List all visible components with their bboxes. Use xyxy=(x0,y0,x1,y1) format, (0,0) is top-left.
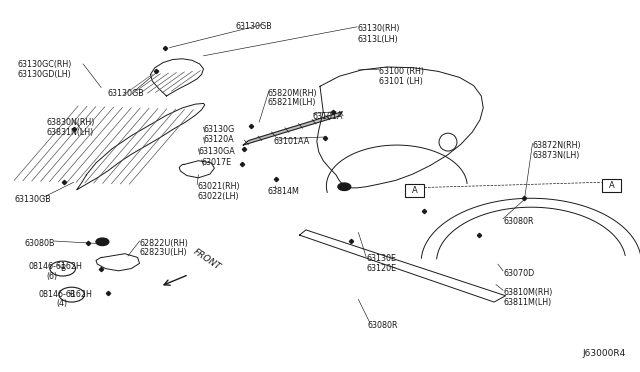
Text: 63080B: 63080B xyxy=(24,239,55,248)
Text: 63830N(RH): 63830N(RH) xyxy=(46,118,95,127)
Text: J63000R4: J63000R4 xyxy=(582,349,626,358)
Polygon shape xyxy=(421,198,640,259)
Text: B: B xyxy=(60,264,65,273)
Polygon shape xyxy=(300,230,506,302)
Text: 65820M(RH): 65820M(RH) xyxy=(268,89,317,97)
Text: 63831N(LH): 63831N(LH) xyxy=(46,128,93,137)
Text: B: B xyxy=(69,290,74,299)
Text: (6): (6) xyxy=(46,272,57,280)
Text: 63130GC(RH): 63130GC(RH) xyxy=(18,60,72,69)
Circle shape xyxy=(96,238,109,246)
Text: 63130(RH): 63130(RH) xyxy=(357,24,399,33)
Text: 63811M(LH): 63811M(LH) xyxy=(503,298,551,307)
Text: 63120E: 63120E xyxy=(366,264,396,273)
Text: 63101AA: 63101AA xyxy=(274,137,310,146)
Polygon shape xyxy=(96,254,140,271)
Polygon shape xyxy=(243,112,342,145)
Text: 63130GA: 63130GA xyxy=(198,147,235,155)
Text: FRONT: FRONT xyxy=(192,247,223,272)
Text: A: A xyxy=(609,181,614,190)
Text: 63130G: 63130G xyxy=(204,125,235,134)
Text: 08146-6162H: 08146-6162H xyxy=(29,262,83,271)
Text: 63810M(RH): 63810M(RH) xyxy=(503,288,552,297)
Text: 63130GB: 63130GB xyxy=(108,89,144,98)
Text: 63070D: 63070D xyxy=(503,269,534,278)
Text: 63130GB: 63130GB xyxy=(14,195,51,204)
Text: 08146-6162H: 08146-6162H xyxy=(38,290,92,299)
Text: 63120A: 63120A xyxy=(204,135,234,144)
Text: 62823U(LH): 62823U(LH) xyxy=(140,248,187,257)
Polygon shape xyxy=(77,103,205,190)
Text: 63101A: 63101A xyxy=(312,112,343,121)
Text: 63130GB: 63130GB xyxy=(236,22,272,31)
FancyBboxPatch shape xyxy=(405,184,424,197)
Text: 62822U(RH): 62822U(RH) xyxy=(140,239,188,248)
FancyBboxPatch shape xyxy=(602,179,621,192)
Polygon shape xyxy=(179,161,214,178)
Text: (4): (4) xyxy=(56,299,67,308)
Text: 63022(LH): 63022(LH) xyxy=(197,192,239,201)
Text: 65821M(LH): 65821M(LH) xyxy=(268,98,316,107)
Text: 63017E: 63017E xyxy=(202,158,232,167)
Text: 63814M: 63814M xyxy=(268,187,300,196)
Text: 63872N(RH): 63872N(RH) xyxy=(532,141,581,150)
Polygon shape xyxy=(150,59,204,96)
Text: 63100 (RH): 63100 (RH) xyxy=(379,67,424,76)
Text: 63873N(LH): 63873N(LH) xyxy=(532,151,580,160)
Polygon shape xyxy=(317,67,483,188)
Text: 63101 (LH): 63101 (LH) xyxy=(379,77,423,86)
Text: 63130E: 63130E xyxy=(366,254,396,263)
Text: 6313L(LH): 6313L(LH) xyxy=(357,35,398,44)
Text: 63080R: 63080R xyxy=(368,321,399,330)
Text: 63080R: 63080R xyxy=(503,217,534,225)
Text: A: A xyxy=(412,186,417,195)
Text: 63021(RH): 63021(RH) xyxy=(197,182,240,191)
Circle shape xyxy=(338,183,351,190)
Text: 63130GD(LH): 63130GD(LH) xyxy=(18,70,72,79)
